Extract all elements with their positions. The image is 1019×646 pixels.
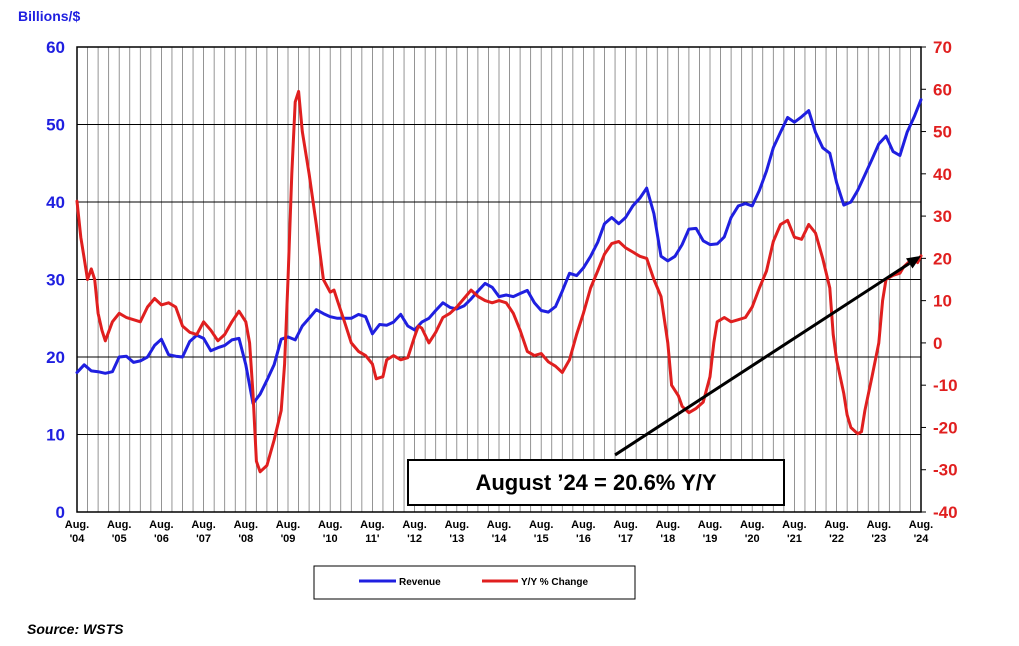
x-tick-label: Aug. [613,519,637,531]
x-tick-label: Aug. [824,519,848,531]
x-tick-label: '08 [238,533,253,545]
x-tick-label: '22 [829,533,844,545]
x-tick-label: '15 [534,533,549,545]
x-tick-label: Aug. [65,519,89,531]
x-tick-label: '20 [745,533,760,545]
right-tick-label: -30 [933,461,958,480]
left-axis-ticks: 0 10 20 30 40 50 60 [46,38,65,522]
right-tick-label: 0 [933,334,942,353]
legend-label-revenue: Revenue [399,577,441,588]
x-tick-label: '17 [618,533,633,545]
x-tick-label: '12 [407,533,422,545]
yoy-change-line [75,89,923,474]
x-tick-label: Aug. [782,519,806,531]
x-tick-label: '09 [281,533,296,545]
arrow-shaft [614,262,911,457]
right-tick-label: 60 [933,80,952,99]
right-tick-label: 40 [933,165,952,184]
x-tick-label: '19 [703,533,718,545]
legend: Revenue Y/Y % Change [313,565,636,600]
x-tick-label: Aug. [909,519,933,531]
annotation-box: August ’24 = 20.6% Y/Y [407,459,785,506]
x-tick-label: 11' [365,533,380,545]
x-tick-label: '16 [576,533,591,545]
right-tick-label: 20 [933,249,952,268]
x-tick-label: '06 [154,533,169,545]
x-tick-label: '23 [871,533,886,545]
right-tick-label: 10 [933,292,952,311]
x-tick-label: Aug. [191,519,215,531]
x-tick-label: '24 [914,533,930,545]
right-axis-ticks: -40 -30 -20 -10 0 10 20 30 40 50 60 70 [921,38,958,522]
x-tick-label: '07 [196,533,211,545]
x-tick-label: Aug. [487,519,511,531]
right-tick-label: -40 [933,503,958,522]
right-tick-label: 30 [933,207,952,226]
x-tick-label: '21 [787,533,802,545]
right-tick-label: -10 [933,376,958,395]
x-tick-label: Aug. [276,519,300,531]
left-axis-label: Billions/$ [18,8,80,24]
series-layer [75,89,923,474]
right-tick-label: 50 [933,123,952,142]
left-tick-label: 20 [46,348,65,367]
x-tick-label: Aug. [360,519,384,531]
source-note: Source: WSTS [27,621,124,637]
x-tick-label: Aug. [656,519,680,531]
annotation-text: August ’24 = 20.6% Y/Y [475,470,716,495]
x-tick-label: Aug. [529,519,553,531]
x-tick-label: Aug. [149,519,173,531]
x-tick-label: '05 [112,533,127,545]
x-tick-label: '13 [449,533,464,545]
arrow-head [905,255,921,269]
right-tick-label: -20 [933,418,958,437]
x-tick-label: '10 [323,533,338,545]
x-tick-label: Aug. [445,519,469,531]
x-tick-label: '18 [660,533,675,545]
revenue-line [75,98,923,405]
x-tick-label: Aug. [107,519,131,531]
x-tick-label: Aug. [234,519,258,531]
x-tick-label: '04 [70,533,86,545]
left-tick-label: 60 [46,38,65,57]
x-tick-label: Aug. [867,519,891,531]
x-tick-label: Aug. [740,519,764,531]
left-tick-label: 30 [46,271,65,290]
legend-label-yoy: Y/Y % Change [521,577,588,588]
x-tick-label: Aug. [571,519,595,531]
x-tick-label: Aug. [698,519,722,531]
left-tick-label: 50 [46,116,65,135]
x-tick-label: '14 [492,533,508,545]
left-tick-label: 40 [46,193,65,212]
left-tick-label: 0 [56,503,65,522]
x-axis-ticks: Aug. '04 Aug. '05 Aug. '06 Aug. '07 Aug. '08 Aug. '… [65,519,933,545]
trend-arrow [614,255,921,457]
left-tick-label: 10 [46,426,65,445]
x-tick-label: Aug. [318,519,342,531]
x-tick-label: Aug. [402,519,426,531]
plot-frame [76,46,922,513]
right-tick-label: 70 [933,38,952,57]
